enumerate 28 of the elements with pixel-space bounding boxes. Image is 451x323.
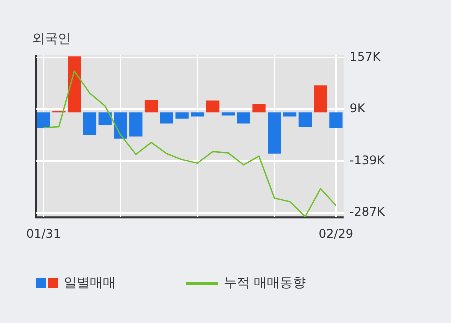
bar xyxy=(191,112,204,117)
bar xyxy=(176,112,189,119)
y-tick-label: 157K xyxy=(350,50,382,64)
bar xyxy=(222,112,236,116)
bar xyxy=(130,112,143,137)
y-tick-label: -139K xyxy=(350,153,386,168)
x-tick-label: 01/31 xyxy=(26,226,62,241)
bar xyxy=(298,112,312,128)
bar xyxy=(314,86,328,113)
x-tick-label: 02/29 xyxy=(318,226,354,241)
bar xyxy=(160,112,174,124)
bar xyxy=(68,56,82,113)
bar xyxy=(330,112,343,128)
bar xyxy=(144,100,158,113)
bar xyxy=(83,112,97,135)
y-tick-label: -287K xyxy=(350,205,386,220)
bar xyxy=(268,112,282,154)
bar xyxy=(283,112,297,117)
bar xyxy=(98,112,112,126)
bar xyxy=(114,112,128,139)
legend-label: 누적 매매동향 xyxy=(224,275,306,292)
bar xyxy=(252,104,266,113)
legend-label: 일별매매 xyxy=(64,275,116,292)
bar xyxy=(37,112,50,128)
bar xyxy=(206,100,220,113)
chart-title: 외국인 xyxy=(32,31,71,48)
y-tick-label: 9K xyxy=(350,102,367,116)
bar xyxy=(237,112,250,124)
